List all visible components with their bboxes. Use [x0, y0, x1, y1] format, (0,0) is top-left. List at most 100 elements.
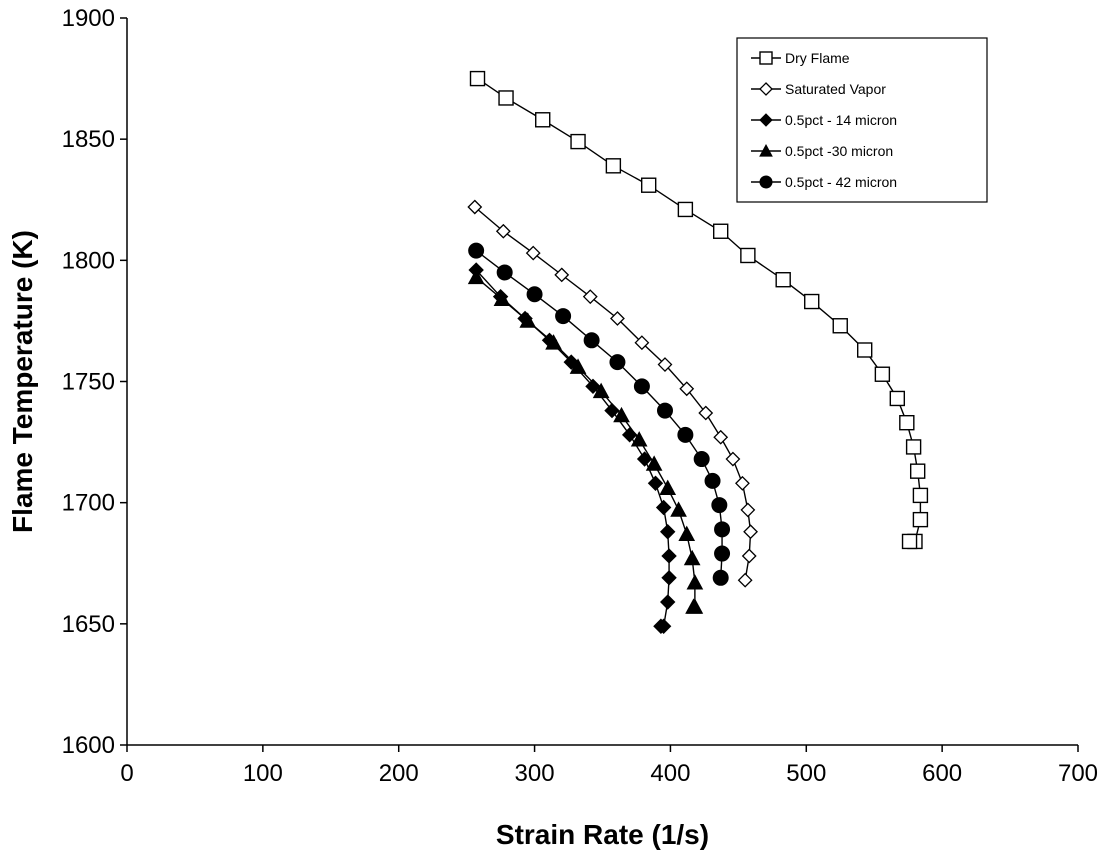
data-point [660, 524, 676, 540]
data-point [554, 267, 570, 283]
data-point [659, 479, 677, 496]
data-point [498, 90, 514, 106]
series-0-5pct-42-micron [468, 242, 731, 586]
axes: 1600 1650 1700 1750 1800 1850 1900 0 100 200 300 40… [62, 5, 1098, 787]
data-point [633, 378, 650, 395]
data-point [678, 525, 696, 542]
y-tick-label: 1700 [62, 490, 115, 517]
data-point [714, 545, 731, 562]
data-point [743, 524, 759, 540]
data-point [660, 594, 676, 610]
data-point [634, 335, 650, 351]
data-point [592, 382, 610, 399]
legend: Dry Flame Saturated Vapor 0.5pct - 14 micr… [736, 37, 988, 203]
data-point [613, 406, 630, 423]
y-tick-label: 1900 [62, 5, 115, 32]
series-line [477, 78, 922, 543]
legend-label: Dry Flame [785, 50, 850, 66]
x-tick-label: 600 [922, 760, 962, 787]
series-dry-flame [469, 70, 929, 550]
data-point [905, 439, 922, 455]
data-point [570, 133, 586, 150]
data-point [899, 414, 915, 431]
data-point [493, 290, 511, 306]
legend-item: Dry Flame [751, 50, 850, 66]
y-axis-title: Flame Temperature (K) [7, 230, 38, 533]
data-point [741, 548, 757, 564]
x-tick-label: 700 [1058, 760, 1098, 787]
x-tick-label: 100 [243, 760, 283, 787]
y-tick-label: 1650 [62, 611, 115, 638]
data-point [657, 357, 673, 372]
data-point [711, 497, 728, 514]
data-point [740, 502, 756, 518]
data-point [737, 572, 753, 588]
data-point [712, 569, 729, 586]
legend-item: Saturated Vapor [751, 81, 886, 97]
data-point [468, 242, 485, 259]
data-point [656, 402, 673, 419]
data-point [583, 332, 600, 349]
data-point [713, 429, 729, 445]
data-point [569, 358, 587, 374]
data-point [670, 501, 687, 517]
data-point [683, 549, 701, 566]
data-point [735, 475, 750, 491]
data-point [686, 574, 704, 590]
data-point [693, 451, 710, 468]
data-point [545, 334, 562, 350]
data-point [698, 405, 714, 421]
data-point [653, 618, 669, 634]
data-point [495, 223, 511, 239]
data-point [759, 82, 773, 96]
x-tick-label: 300 [515, 760, 555, 787]
legend-item: 0.5pct -30 micron [751, 143, 893, 159]
data-point [759, 175, 773, 189]
data-point [661, 548, 677, 564]
x-tick-label: 200 [379, 760, 419, 787]
series-line [475, 276, 696, 608]
legend-label: 0.5pct -30 micron [785, 143, 893, 159]
data-point [610, 311, 625, 326]
data-point [555, 308, 572, 325]
data-point [647, 475, 664, 491]
data-point [832, 318, 848, 334]
data-point [677, 426, 694, 443]
data-point [685, 598, 702, 614]
data-point [912, 511, 929, 528]
data-point [889, 390, 906, 407]
legend-label: Saturated Vapor [785, 81, 886, 97]
data-point [759, 143, 773, 157]
data-point [712, 223, 729, 239]
data-point [704, 472, 721, 489]
x-axis-title: Strain Rate (1/s) [496, 819, 709, 850]
legend-item: 0.5pct - 42 micron [751, 174, 897, 190]
data-point [630, 431, 648, 447]
data-point [874, 366, 891, 382]
data-point [585, 378, 601, 395]
data-point [901, 533, 918, 550]
y-tick-label: 1750 [62, 369, 115, 396]
series-layer [467, 70, 929, 634]
x-tick-label: 0 [120, 760, 133, 787]
data-point [909, 463, 926, 479]
data-point [857, 342, 873, 358]
data-point [677, 201, 694, 218]
data-point [759, 51, 773, 65]
data-point [535, 112, 551, 128]
data-point [759, 113, 773, 127]
data-point [679, 381, 695, 397]
y-tick-label: 1850 [62, 126, 115, 153]
data-point [604, 402, 620, 419]
data-point [467, 268, 485, 285]
legend-label: 0.5pct - 42 micron [785, 174, 897, 190]
data-point [804, 293, 820, 310]
data-point [496, 264, 513, 281]
data-point [609, 354, 626, 371]
x-tick-label: 400 [650, 760, 690, 787]
data-point [605, 158, 622, 174]
data-point [467, 199, 483, 215]
data-point [640, 177, 657, 193]
data-point [661, 570, 677, 586]
